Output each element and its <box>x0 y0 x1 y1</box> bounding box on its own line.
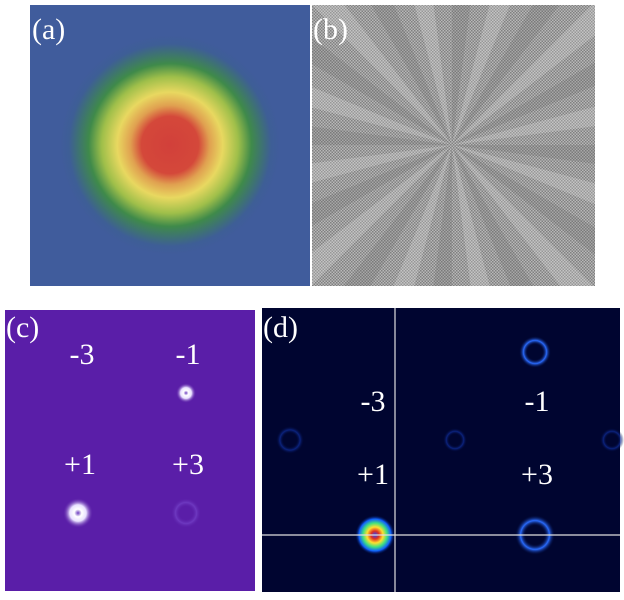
order-label: +1 <box>357 458 389 491</box>
phase-mask <box>312 5 595 286</box>
order-label: -3 <box>70 338 95 371</box>
phase-spokes <box>312 5 595 286</box>
spoke <box>433 145 452 286</box>
spoke <box>452 145 593 286</box>
spoke <box>414 5 452 145</box>
spoke <box>452 5 560 145</box>
spoke <box>452 5 595 145</box>
order-label: +3 <box>172 448 204 481</box>
intensity-map <box>262 308 620 592</box>
spoke <box>312 145 452 285</box>
intensity-map <box>5 310 255 591</box>
spoke <box>452 106 595 145</box>
spoke <box>452 145 534 286</box>
order-label: +1 <box>64 448 96 481</box>
spoke <box>312 145 452 226</box>
panel-b: (b) <box>312 5 595 286</box>
order-label: -3 <box>361 385 386 418</box>
beam-ring <box>443 428 467 452</box>
spoke <box>312 145 452 183</box>
spoke <box>452 145 595 255</box>
spoke <box>343 145 452 286</box>
panel-label: (a) <box>32 13 65 46</box>
beam-spot <box>171 498 201 528</box>
spoke <box>452 145 490 286</box>
beam-spot <box>176 383 196 403</box>
panel-c: (c) -3 -1 +1 +3 <box>5 310 255 591</box>
spoke <box>312 126 452 145</box>
order-label: -1 <box>525 385 550 418</box>
panel-a: (a) <box>30 5 310 286</box>
panel-d: (d) -3 -1 +1 +3 <box>262 308 624 592</box>
spoke <box>452 62 595 145</box>
beam-spot <box>63 498 93 528</box>
spoke <box>312 5 452 145</box>
spoke <box>452 5 471 145</box>
spoke <box>371 5 452 145</box>
panel-label: (d) <box>263 311 298 344</box>
beam-ring <box>519 336 551 368</box>
beam-ring <box>276 426 304 454</box>
panel-label: (b) <box>313 13 348 46</box>
order-label: -1 <box>176 338 201 371</box>
gaussian-beam <box>30 5 310 286</box>
spoke <box>312 87 452 145</box>
spoke <box>452 145 595 164</box>
beam-ring <box>600 428 624 452</box>
panel-label: (c) <box>6 311 39 344</box>
spoke <box>312 37 452 145</box>
order-label: +3 <box>521 458 553 491</box>
